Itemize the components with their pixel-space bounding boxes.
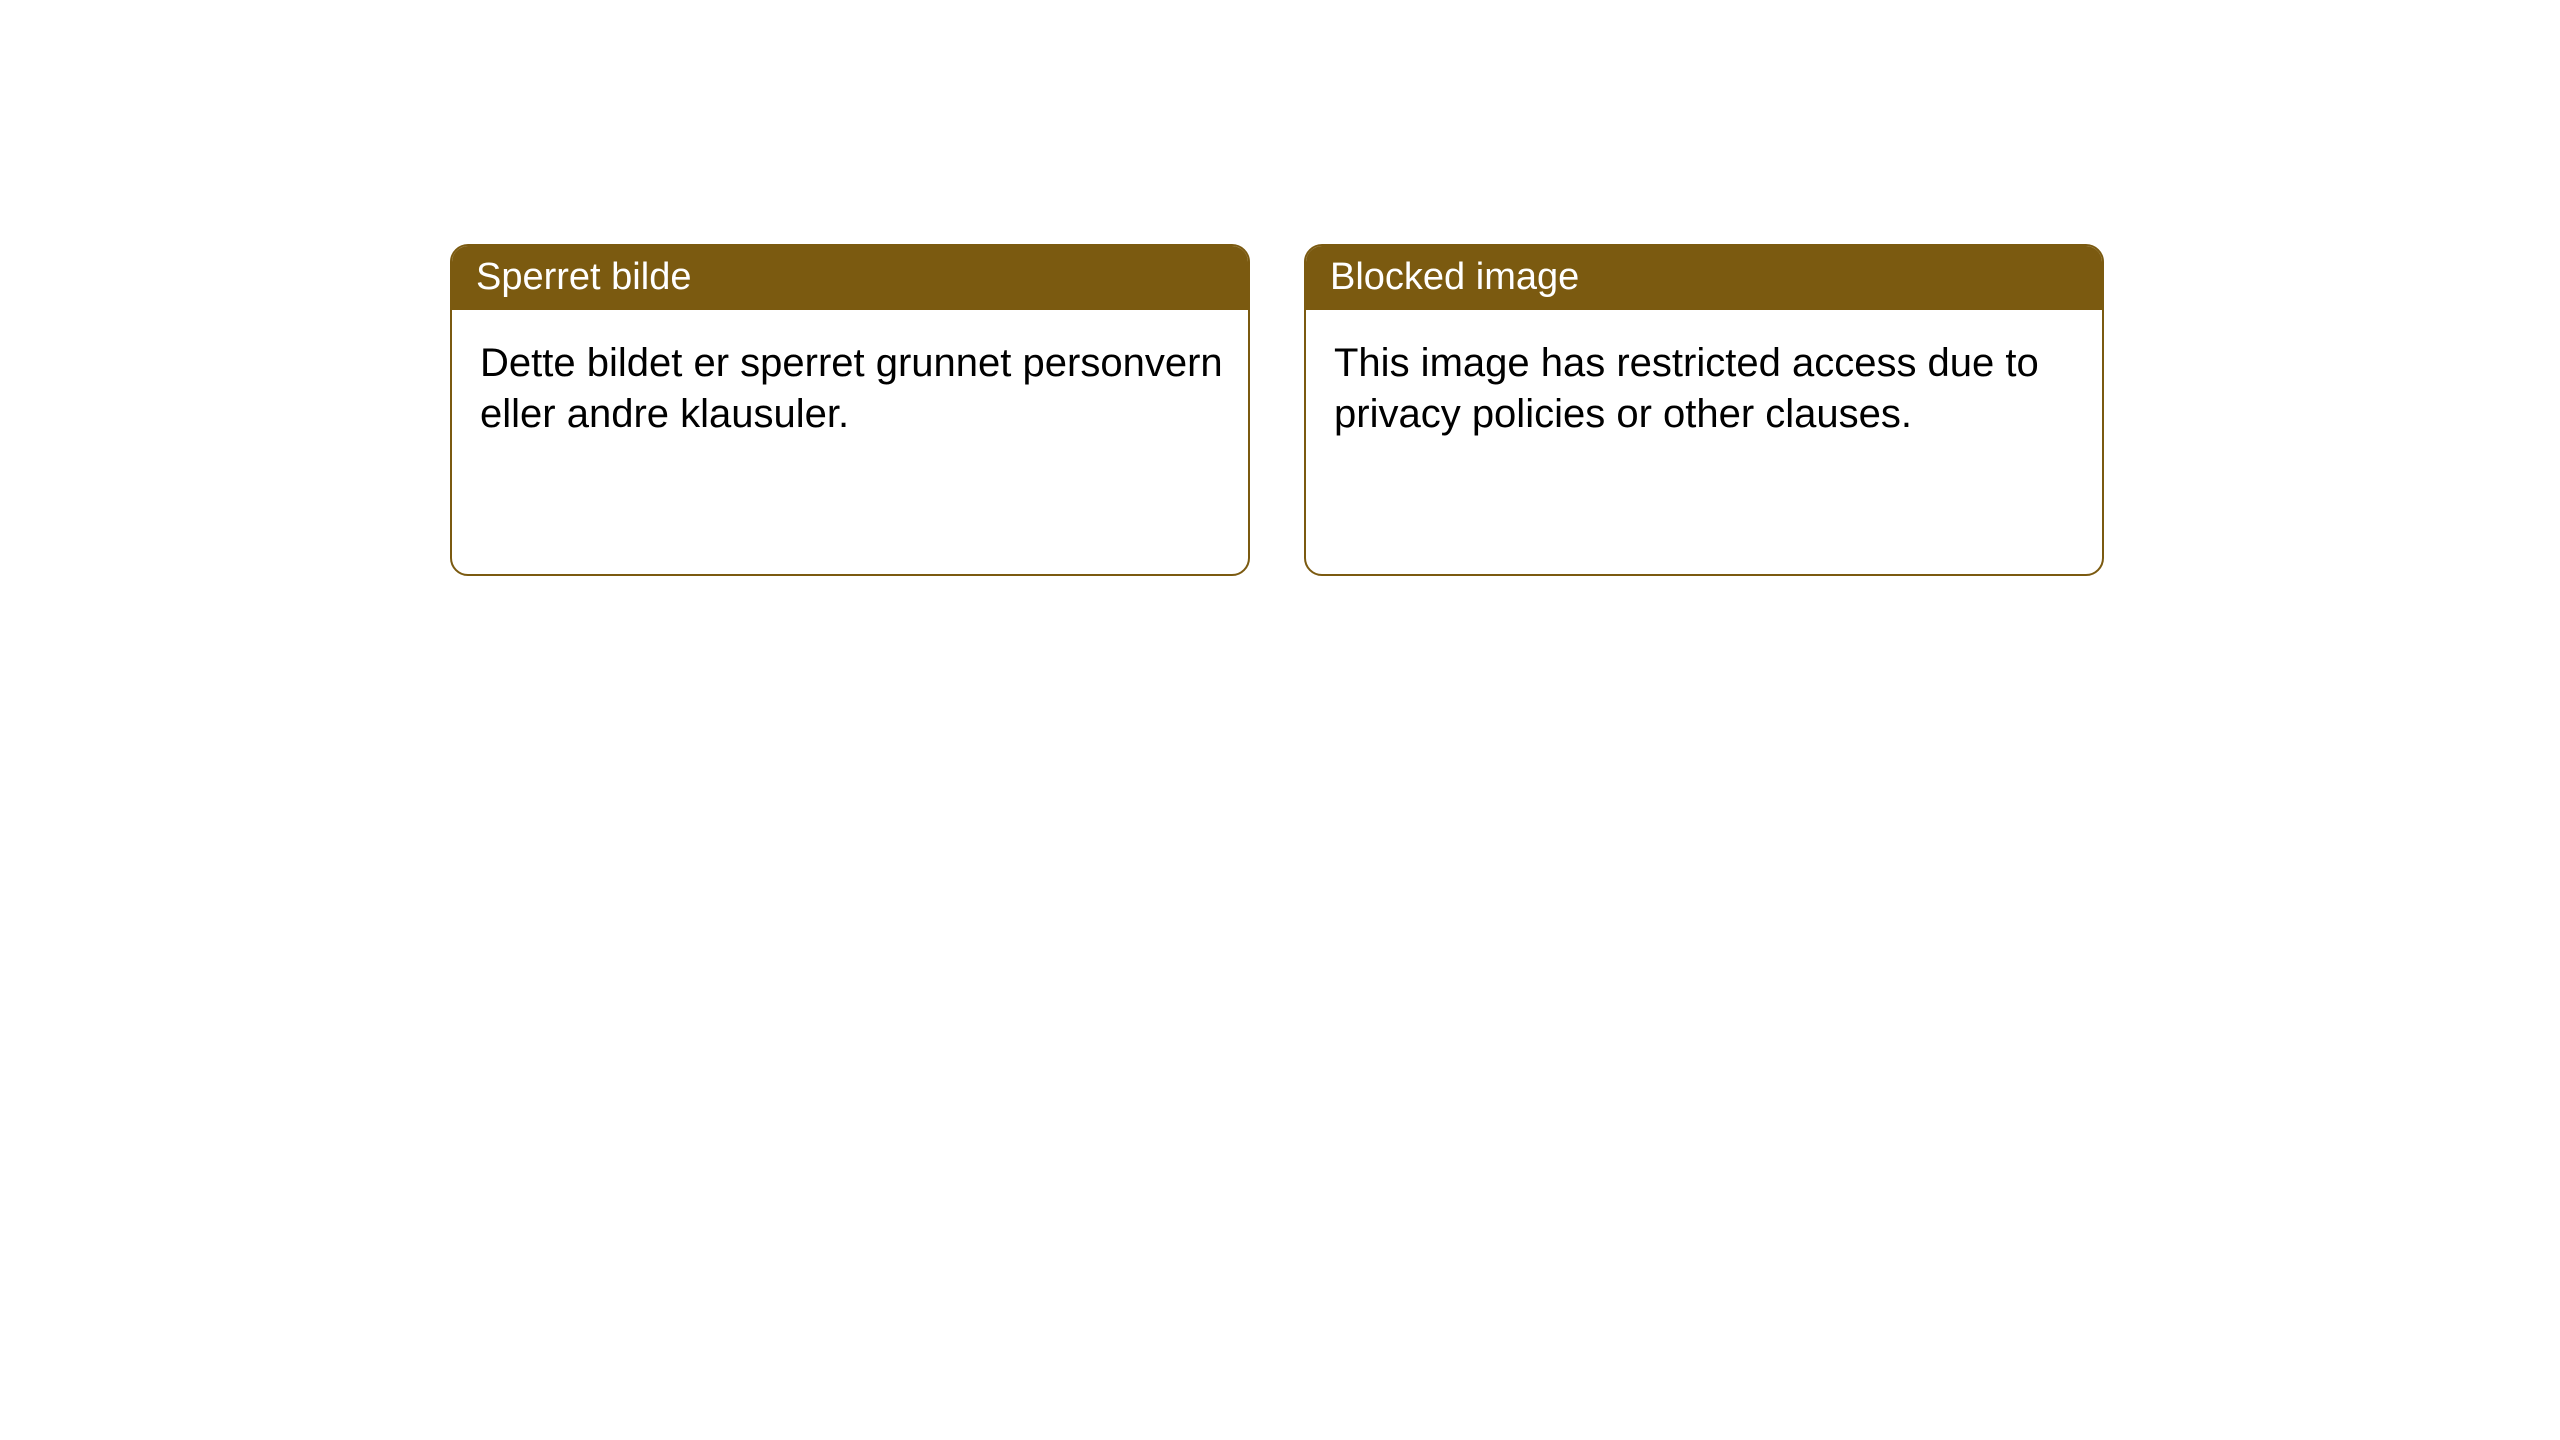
blocked-image-title-no: Sperret bilde bbox=[452, 246, 1248, 310]
blocked-image-notice-pair: Sperret bilde Dette bildet er sperret gr… bbox=[0, 0, 2560, 576]
blocked-image-title-en: Blocked image bbox=[1306, 246, 2102, 310]
blocked-image-body-no: Dette bildet er sperret grunnet personve… bbox=[452, 310, 1248, 440]
blocked-image-body-en: This image has restricted access due to … bbox=[1306, 310, 2102, 440]
blocked-image-card-no: Sperret bilde Dette bildet er sperret gr… bbox=[450, 244, 1250, 576]
blocked-image-card-en: Blocked image This image has restricted … bbox=[1304, 244, 2104, 576]
